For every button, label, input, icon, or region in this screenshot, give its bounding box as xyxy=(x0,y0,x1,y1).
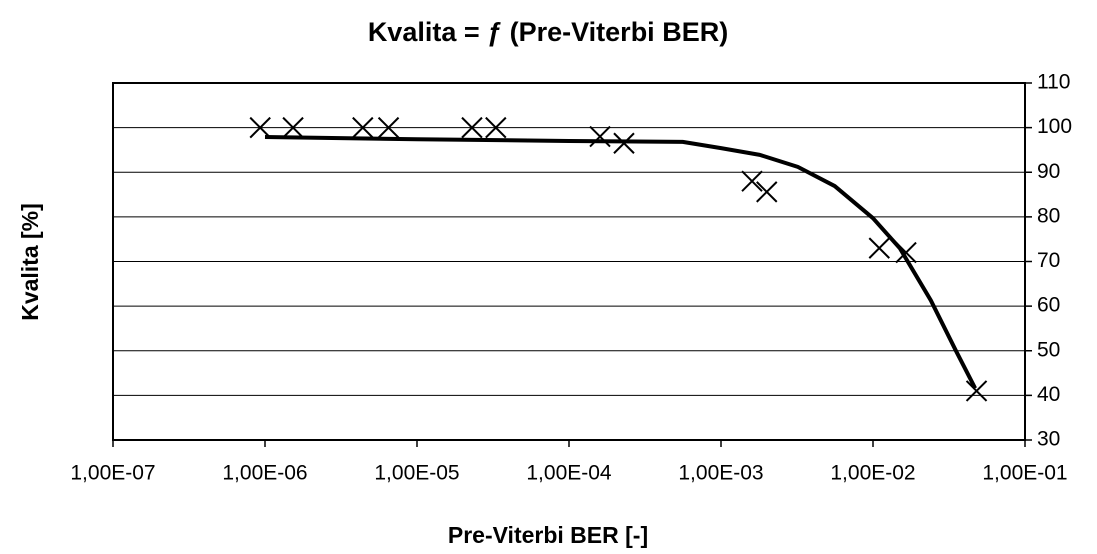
y-tick-label: 80 xyxy=(1037,204,1060,227)
y-tick-label: 40 xyxy=(1037,383,1060,406)
plot-frame xyxy=(112,82,1026,441)
data-point xyxy=(589,125,611,148)
data-point xyxy=(352,116,374,139)
data-point xyxy=(377,116,400,139)
x-tick-label: 1,00E-01 xyxy=(982,462,1067,485)
data-point xyxy=(965,380,988,402)
y-tick-label: 110 xyxy=(1037,71,1070,94)
data-point xyxy=(756,181,778,203)
y-tick-label: 60 xyxy=(1037,294,1060,317)
chart-title: Kvalita = ƒ (Pre-Viterbi BER) xyxy=(368,17,728,47)
x-tick-label: 1,00E-07 xyxy=(70,462,155,485)
y-axis-title: Kvalita [%] xyxy=(17,203,43,321)
data-point xyxy=(282,116,304,139)
data-point xyxy=(485,116,507,139)
x-tick-label: 1,00E-05 xyxy=(374,462,459,485)
y-tick-label: 100 xyxy=(1037,115,1072,138)
trend-line xyxy=(264,134,977,390)
y-tick-label: 30 xyxy=(1037,428,1060,451)
x-tick-label: 1,00E-04 xyxy=(526,462,612,485)
data-point xyxy=(461,116,483,139)
y-tick-label: 70 xyxy=(1037,249,1060,272)
data-point xyxy=(868,237,890,259)
data-point xyxy=(249,116,271,139)
x-axis-title: Pre-Viterbi BER [-] xyxy=(448,522,648,548)
x-tick-label: 1,00E-06 xyxy=(222,462,307,485)
x-tick-label: 1,00E-02 xyxy=(830,462,915,485)
y-tick-label: 50 xyxy=(1037,338,1060,361)
x-tick-label: 1,00E-03 xyxy=(678,462,763,485)
y-tick-label: 90 xyxy=(1037,160,1060,183)
data-point xyxy=(741,170,763,192)
